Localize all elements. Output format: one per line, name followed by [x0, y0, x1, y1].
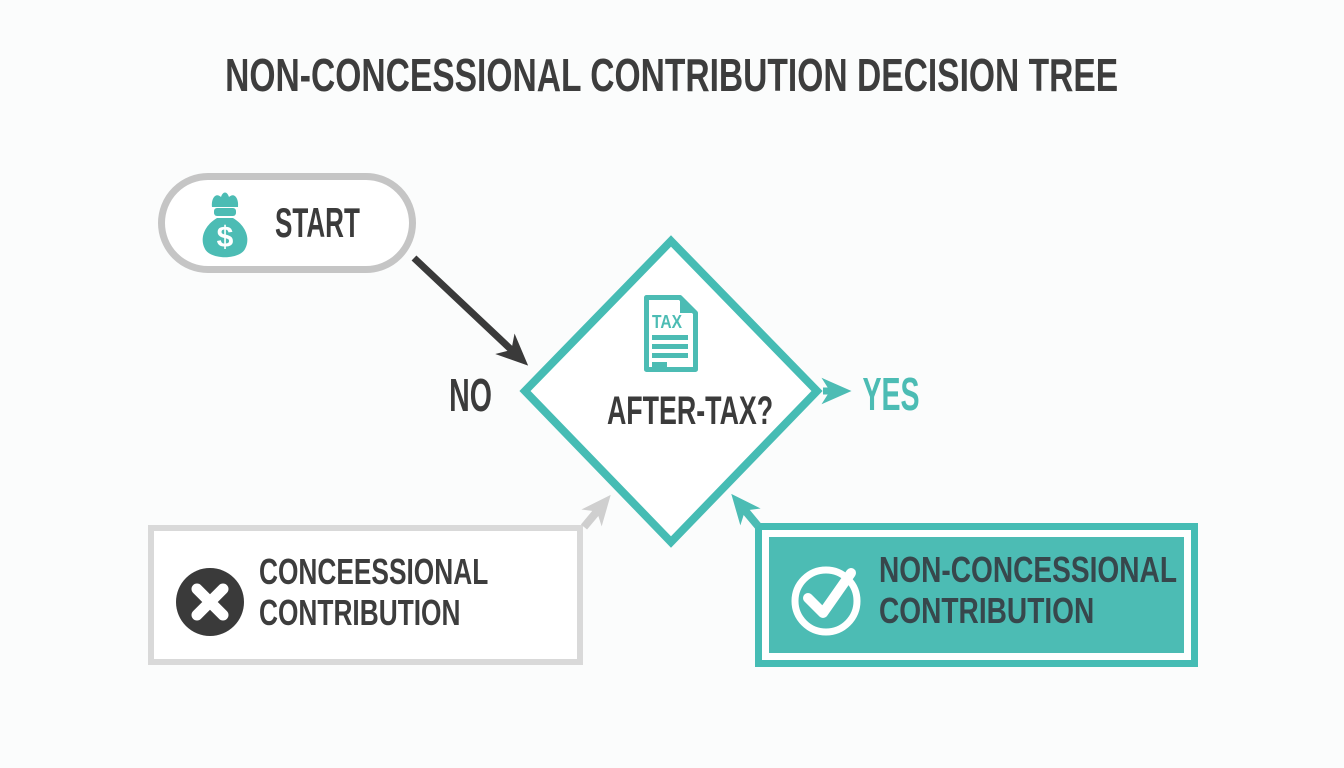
decision-question: AFTER-TAX?: [606, 389, 774, 433]
tax-document-icon: TAX: [644, 295, 698, 372]
non-concessional-line2: CONTRIBUTION: [879, 590, 1095, 631]
non-concessional-line1: NON-CONCESSIONAL: [879, 549, 1177, 590]
start-node: START: [158, 173, 416, 273]
concessional-outcome-label: CONCEESSIONAL CONTRIBUTION: [259, 551, 573, 633]
tax-label: TAX: [652, 312, 682, 332]
page-title: NON-CONCESSIONAL CONTRIBUTION DECISION T…: [225, 49, 1119, 101]
non-concessional-outcome-label: NON-CONCESSIONAL CONTRIBUTION: [879, 549, 1261, 631]
arrow-start-to-decision: [411, 255, 529, 366]
branch-label-no: NO: [448, 369, 492, 421]
concessional-line2: CONTRIBUTION: [259, 592, 461, 633]
start-label: START: [275, 199, 360, 246]
branch-label-yes: YES: [862, 368, 920, 420]
arrow-concessional-to-decision: [580, 494, 611, 530]
concessional-line1: CONCEESSIONAL: [259, 551, 489, 592]
